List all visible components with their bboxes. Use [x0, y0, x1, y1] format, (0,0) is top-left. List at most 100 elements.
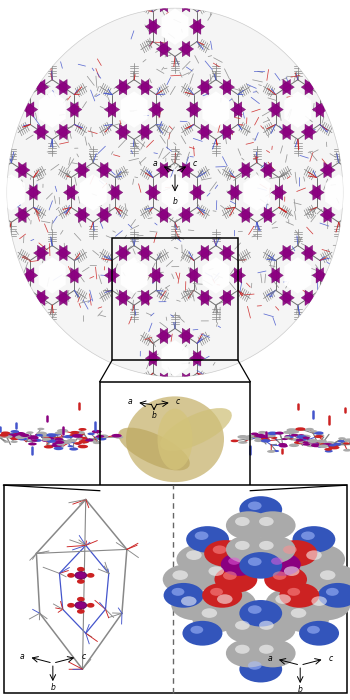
Circle shape — [238, 441, 245, 444]
Circle shape — [69, 434, 75, 436]
Polygon shape — [119, 124, 131, 140]
Circle shape — [10, 437, 20, 440]
Polygon shape — [313, 185, 324, 200]
Bar — [100, 382, 250, 491]
Polygon shape — [231, 185, 243, 200]
Polygon shape — [242, 207, 253, 223]
Circle shape — [318, 446, 324, 448]
Circle shape — [237, 435, 248, 439]
Circle shape — [333, 442, 341, 445]
Circle shape — [55, 431, 64, 435]
Circle shape — [302, 590, 350, 620]
Polygon shape — [148, 102, 160, 118]
Text: a: a — [267, 654, 272, 663]
Polygon shape — [161, 340, 189, 377]
Circle shape — [259, 541, 274, 550]
Circle shape — [75, 601, 87, 609]
Polygon shape — [243, 174, 270, 211]
Circle shape — [10, 440, 18, 443]
Circle shape — [250, 615, 296, 643]
Circle shape — [1, 431, 10, 435]
Polygon shape — [156, 328, 168, 344]
Circle shape — [254, 434, 265, 438]
Circle shape — [239, 656, 282, 682]
Polygon shape — [116, 290, 127, 306]
Polygon shape — [37, 79, 49, 95]
Circle shape — [310, 430, 317, 433]
Circle shape — [320, 443, 326, 445]
Polygon shape — [80, 174, 107, 211]
Polygon shape — [223, 124, 235, 140]
Circle shape — [48, 438, 54, 440]
Circle shape — [345, 439, 350, 441]
Circle shape — [209, 566, 224, 576]
Circle shape — [239, 600, 282, 626]
Circle shape — [215, 566, 257, 593]
Circle shape — [299, 434, 304, 436]
Polygon shape — [234, 102, 246, 118]
Circle shape — [186, 526, 229, 553]
Text: b: b — [173, 197, 177, 206]
Polygon shape — [178, 41, 190, 57]
Circle shape — [15, 435, 26, 439]
Circle shape — [274, 560, 323, 590]
Circle shape — [42, 438, 51, 442]
Ellipse shape — [160, 408, 232, 451]
Circle shape — [295, 427, 306, 431]
Polygon shape — [19, 162, 30, 178]
Circle shape — [275, 432, 284, 435]
Circle shape — [267, 431, 278, 435]
Circle shape — [26, 431, 34, 434]
Ellipse shape — [7, 8, 343, 377]
Circle shape — [67, 603, 75, 608]
Circle shape — [299, 441, 305, 443]
Text: a: a — [20, 652, 24, 661]
Circle shape — [261, 440, 268, 442]
Circle shape — [77, 567, 85, 572]
Polygon shape — [39, 257, 66, 293]
Circle shape — [6, 435, 13, 438]
Circle shape — [54, 433, 61, 435]
Polygon shape — [275, 185, 287, 200]
Circle shape — [44, 445, 54, 449]
Circle shape — [195, 531, 209, 540]
Polygon shape — [138, 79, 149, 95]
Text: b: b — [50, 683, 55, 692]
Polygon shape — [56, 290, 67, 306]
Polygon shape — [149, 185, 161, 200]
Circle shape — [75, 431, 85, 434]
Polygon shape — [346, 162, 350, 178]
Circle shape — [279, 444, 288, 447]
Polygon shape — [284, 257, 311, 293]
Circle shape — [259, 645, 274, 654]
Circle shape — [228, 557, 240, 565]
Polygon shape — [186, 267, 198, 284]
Circle shape — [296, 435, 307, 439]
Polygon shape — [119, 79, 131, 95]
Circle shape — [288, 431, 295, 434]
Polygon shape — [37, 290, 49, 306]
Circle shape — [301, 531, 315, 540]
Polygon shape — [0, 207, 4, 223]
Polygon shape — [309, 185, 321, 200]
Circle shape — [240, 441, 247, 444]
Circle shape — [4, 440, 10, 442]
Circle shape — [297, 435, 307, 439]
Circle shape — [79, 437, 88, 440]
Circle shape — [75, 572, 87, 579]
Polygon shape — [37, 124, 49, 140]
Circle shape — [54, 444, 64, 449]
Circle shape — [68, 445, 74, 447]
Polygon shape — [182, 0, 194, 12]
Polygon shape — [75, 207, 86, 223]
Circle shape — [176, 545, 225, 575]
Polygon shape — [138, 124, 149, 140]
Polygon shape — [312, 267, 324, 284]
Polygon shape — [141, 79, 153, 95]
Circle shape — [25, 436, 33, 438]
Circle shape — [343, 449, 350, 452]
Polygon shape — [39, 91, 66, 128]
Polygon shape — [119, 245, 131, 261]
Circle shape — [199, 560, 247, 590]
Circle shape — [48, 435, 55, 438]
